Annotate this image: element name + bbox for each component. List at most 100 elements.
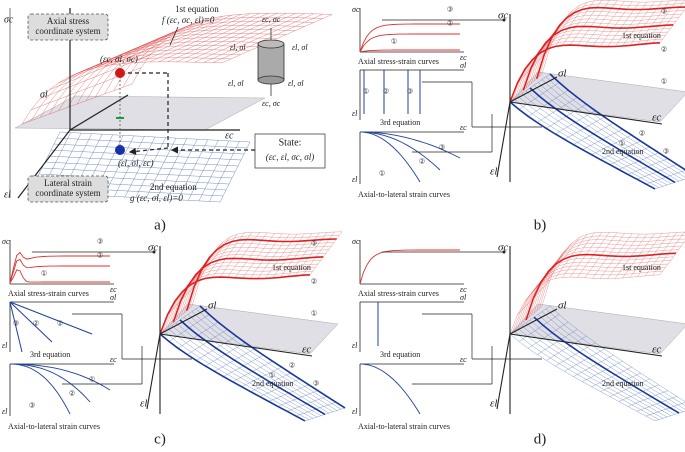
axial-lateral-curve xyxy=(359,363,421,415)
surface-curve xyxy=(159,333,306,422)
leader-dot xyxy=(152,250,156,254)
leader-dot xyxy=(502,250,506,254)
curve-number: ③ xyxy=(447,6,453,14)
mesh-line xyxy=(176,13,287,63)
mesh-line xyxy=(76,26,187,74)
mesh-line xyxy=(94,19,205,68)
mesh-line xyxy=(659,8,685,43)
point-label: (εl, σl, εc) xyxy=(118,158,154,168)
axis-label: εl xyxy=(490,166,497,178)
equation-formula: f (εc, σc, εl)=0 xyxy=(162,15,215,25)
curve-number: ② xyxy=(419,158,425,166)
stress-label: εl, σl xyxy=(228,79,244,88)
axis-line xyxy=(509,333,663,357)
curve-number: ① xyxy=(89,376,95,384)
surface-curve xyxy=(522,24,674,91)
axis-line xyxy=(69,94,129,131)
mesh-line xyxy=(167,13,278,62)
stress-label: εl, σl xyxy=(292,43,308,52)
panel-label: d) xyxy=(534,431,547,447)
panel-label: c) xyxy=(154,431,166,447)
box-text: Axial stress xyxy=(47,16,90,26)
curve-number: ② xyxy=(311,278,317,286)
axis-label: εc xyxy=(225,130,234,141)
mesh-line xyxy=(618,384,659,402)
info-box xyxy=(27,13,109,41)
stress-label: εl, σl xyxy=(288,79,304,88)
curve-number: ① xyxy=(619,140,625,148)
axis-label: εc xyxy=(460,53,467,62)
mesh-line xyxy=(546,335,587,361)
axis-line xyxy=(509,308,558,335)
state-title: State: xyxy=(279,137,302,148)
stress-strain-curve xyxy=(9,251,110,284)
axis-line xyxy=(159,333,313,357)
curve-number: ① xyxy=(269,372,275,380)
mesh-line xyxy=(582,361,623,382)
axis-label: σc xyxy=(352,5,360,14)
mesh-line xyxy=(188,140,219,201)
surface-curve xyxy=(199,305,346,409)
mesh-line xyxy=(103,17,214,67)
equation-formula: g (εc, σl, εl)=0 xyxy=(130,193,183,203)
curve-number: ② xyxy=(33,320,39,328)
axis-line xyxy=(169,26,179,46)
axis-label: σc xyxy=(4,14,14,25)
axis-label: σl xyxy=(460,61,467,70)
lateral-curve xyxy=(9,301,53,343)
axis-label: σc xyxy=(352,237,360,246)
stress-strain-curve xyxy=(9,258,110,284)
axial-lateral-curve xyxy=(359,131,421,183)
surface-curve xyxy=(509,101,656,190)
equation-label: 2nd equation xyxy=(602,147,644,156)
surface-curve xyxy=(529,87,676,184)
mesh-line xyxy=(131,14,242,63)
mesh-line xyxy=(219,141,251,203)
axis-label: σc xyxy=(498,242,508,254)
curve-number: ① xyxy=(57,320,63,328)
mesh-line xyxy=(636,396,677,412)
curve-number: ③ xyxy=(29,402,35,410)
caption: Axial-to-lateral strain curves xyxy=(358,422,450,431)
axis-line xyxy=(496,101,511,178)
point-label: (εc, σl, σc) xyxy=(100,54,138,64)
axis-line xyxy=(146,333,161,410)
mesh-line xyxy=(528,321,569,349)
base-plane xyxy=(509,71,685,123)
surface-curve xyxy=(509,42,661,103)
axis-label: εl xyxy=(352,341,358,350)
equation-label: 1st equation xyxy=(622,31,661,40)
mesh-line xyxy=(185,13,296,63)
state-box xyxy=(254,133,326,169)
info-box xyxy=(27,175,109,203)
caption: Axial stress-strain curves xyxy=(358,289,439,298)
axis-label: εl xyxy=(2,341,8,350)
equation-label: 1st equation xyxy=(175,4,219,14)
curve-number: ② xyxy=(97,252,103,260)
mesh-line xyxy=(564,348,605,372)
mesh-line xyxy=(198,140,230,201)
mesh-line xyxy=(600,372,641,392)
mesh-line xyxy=(58,37,169,84)
mesh-line xyxy=(103,135,135,196)
lateral-curve xyxy=(9,301,93,335)
mesh-line xyxy=(645,402,685,417)
axis-label: σc xyxy=(498,10,508,22)
caption: Axial stress-strain curves xyxy=(8,289,89,298)
axis-line xyxy=(509,101,663,125)
surface-curve xyxy=(185,238,337,311)
mesh-line xyxy=(124,136,156,198)
caption: Axial stress-strain curves xyxy=(358,57,439,66)
mesh-line xyxy=(609,378,650,397)
curve-number: ② xyxy=(447,20,453,28)
mesh-line xyxy=(555,342,596,367)
axis-label: εc xyxy=(652,344,661,356)
curve-number: ② xyxy=(383,88,389,96)
surface-curve xyxy=(172,256,324,323)
axis-label: σl xyxy=(208,300,216,312)
mesh-line xyxy=(21,83,133,125)
caption: Axial-to-lateral strain curves xyxy=(358,190,450,199)
curve-number: ① xyxy=(41,270,47,278)
